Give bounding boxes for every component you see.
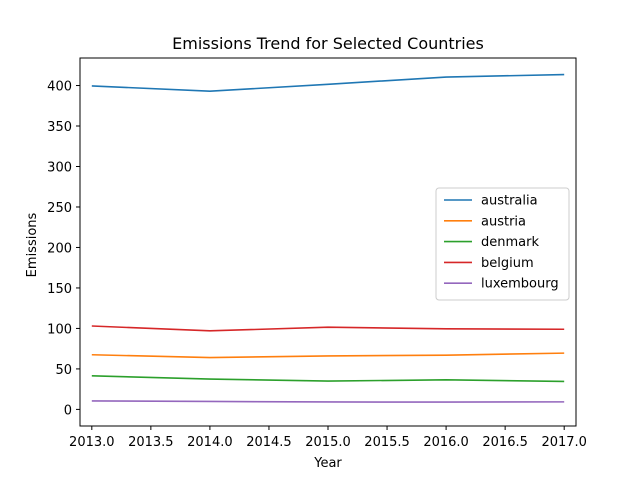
series-line-denmark xyxy=(91,375,565,383)
y-tick-label: 300 xyxy=(47,160,72,175)
x-tick-label: 2014.5 xyxy=(246,435,292,450)
y-tick-label: 0 xyxy=(64,403,72,418)
series-line-belgium xyxy=(91,325,565,332)
lines-layer xyxy=(91,73,565,403)
y-tick-label: 250 xyxy=(47,201,72,216)
legend-label-austria: austria xyxy=(481,214,526,229)
ticks-layer: 2013.0 2013.5 2014.0 2014.5 2015.0 2015.5 2016… xyxy=(47,80,587,450)
series-line-austria xyxy=(91,352,565,359)
y-tick-label: 150 xyxy=(47,282,72,297)
chart-title: Emissions Trend for Selected Countries xyxy=(172,34,484,53)
x-tick-label: 2013.0 xyxy=(69,435,115,450)
x-axis-label: Year xyxy=(313,456,342,471)
x-tick-label: 2017.0 xyxy=(541,435,587,450)
series-line-australia xyxy=(91,73,565,92)
y-axis-label: Emissions xyxy=(25,212,40,277)
y-tick-label: 100 xyxy=(47,322,72,337)
x-tick-label: 2014.0 xyxy=(187,435,233,450)
legend-label-denmark: denmark xyxy=(481,235,539,250)
y-tick-label: 200 xyxy=(47,241,72,256)
y-tick-label: 400 xyxy=(47,80,72,95)
legend-label-luxembourg: luxembourg xyxy=(481,277,559,292)
x-tick-label: 2015.5 xyxy=(364,435,410,450)
x-tick-label: 2015.0 xyxy=(305,435,351,450)
legend: australia austria denmark belgium luxembourg xyxy=(435,187,570,301)
plot-frame xyxy=(79,57,577,427)
legend-label-belgium: belgium xyxy=(481,256,534,271)
y-tick-label: 350 xyxy=(47,120,72,135)
x-tick-label: 2016.0 xyxy=(423,435,469,450)
legend-label-australia: australia xyxy=(481,194,538,209)
y-tick-label: 50 xyxy=(55,363,72,378)
x-tick-label: 2016.5 xyxy=(482,435,528,450)
series-line-luxembourg xyxy=(91,400,565,403)
legend-box xyxy=(435,187,570,301)
x-tick-label: 2013.5 xyxy=(128,435,174,450)
